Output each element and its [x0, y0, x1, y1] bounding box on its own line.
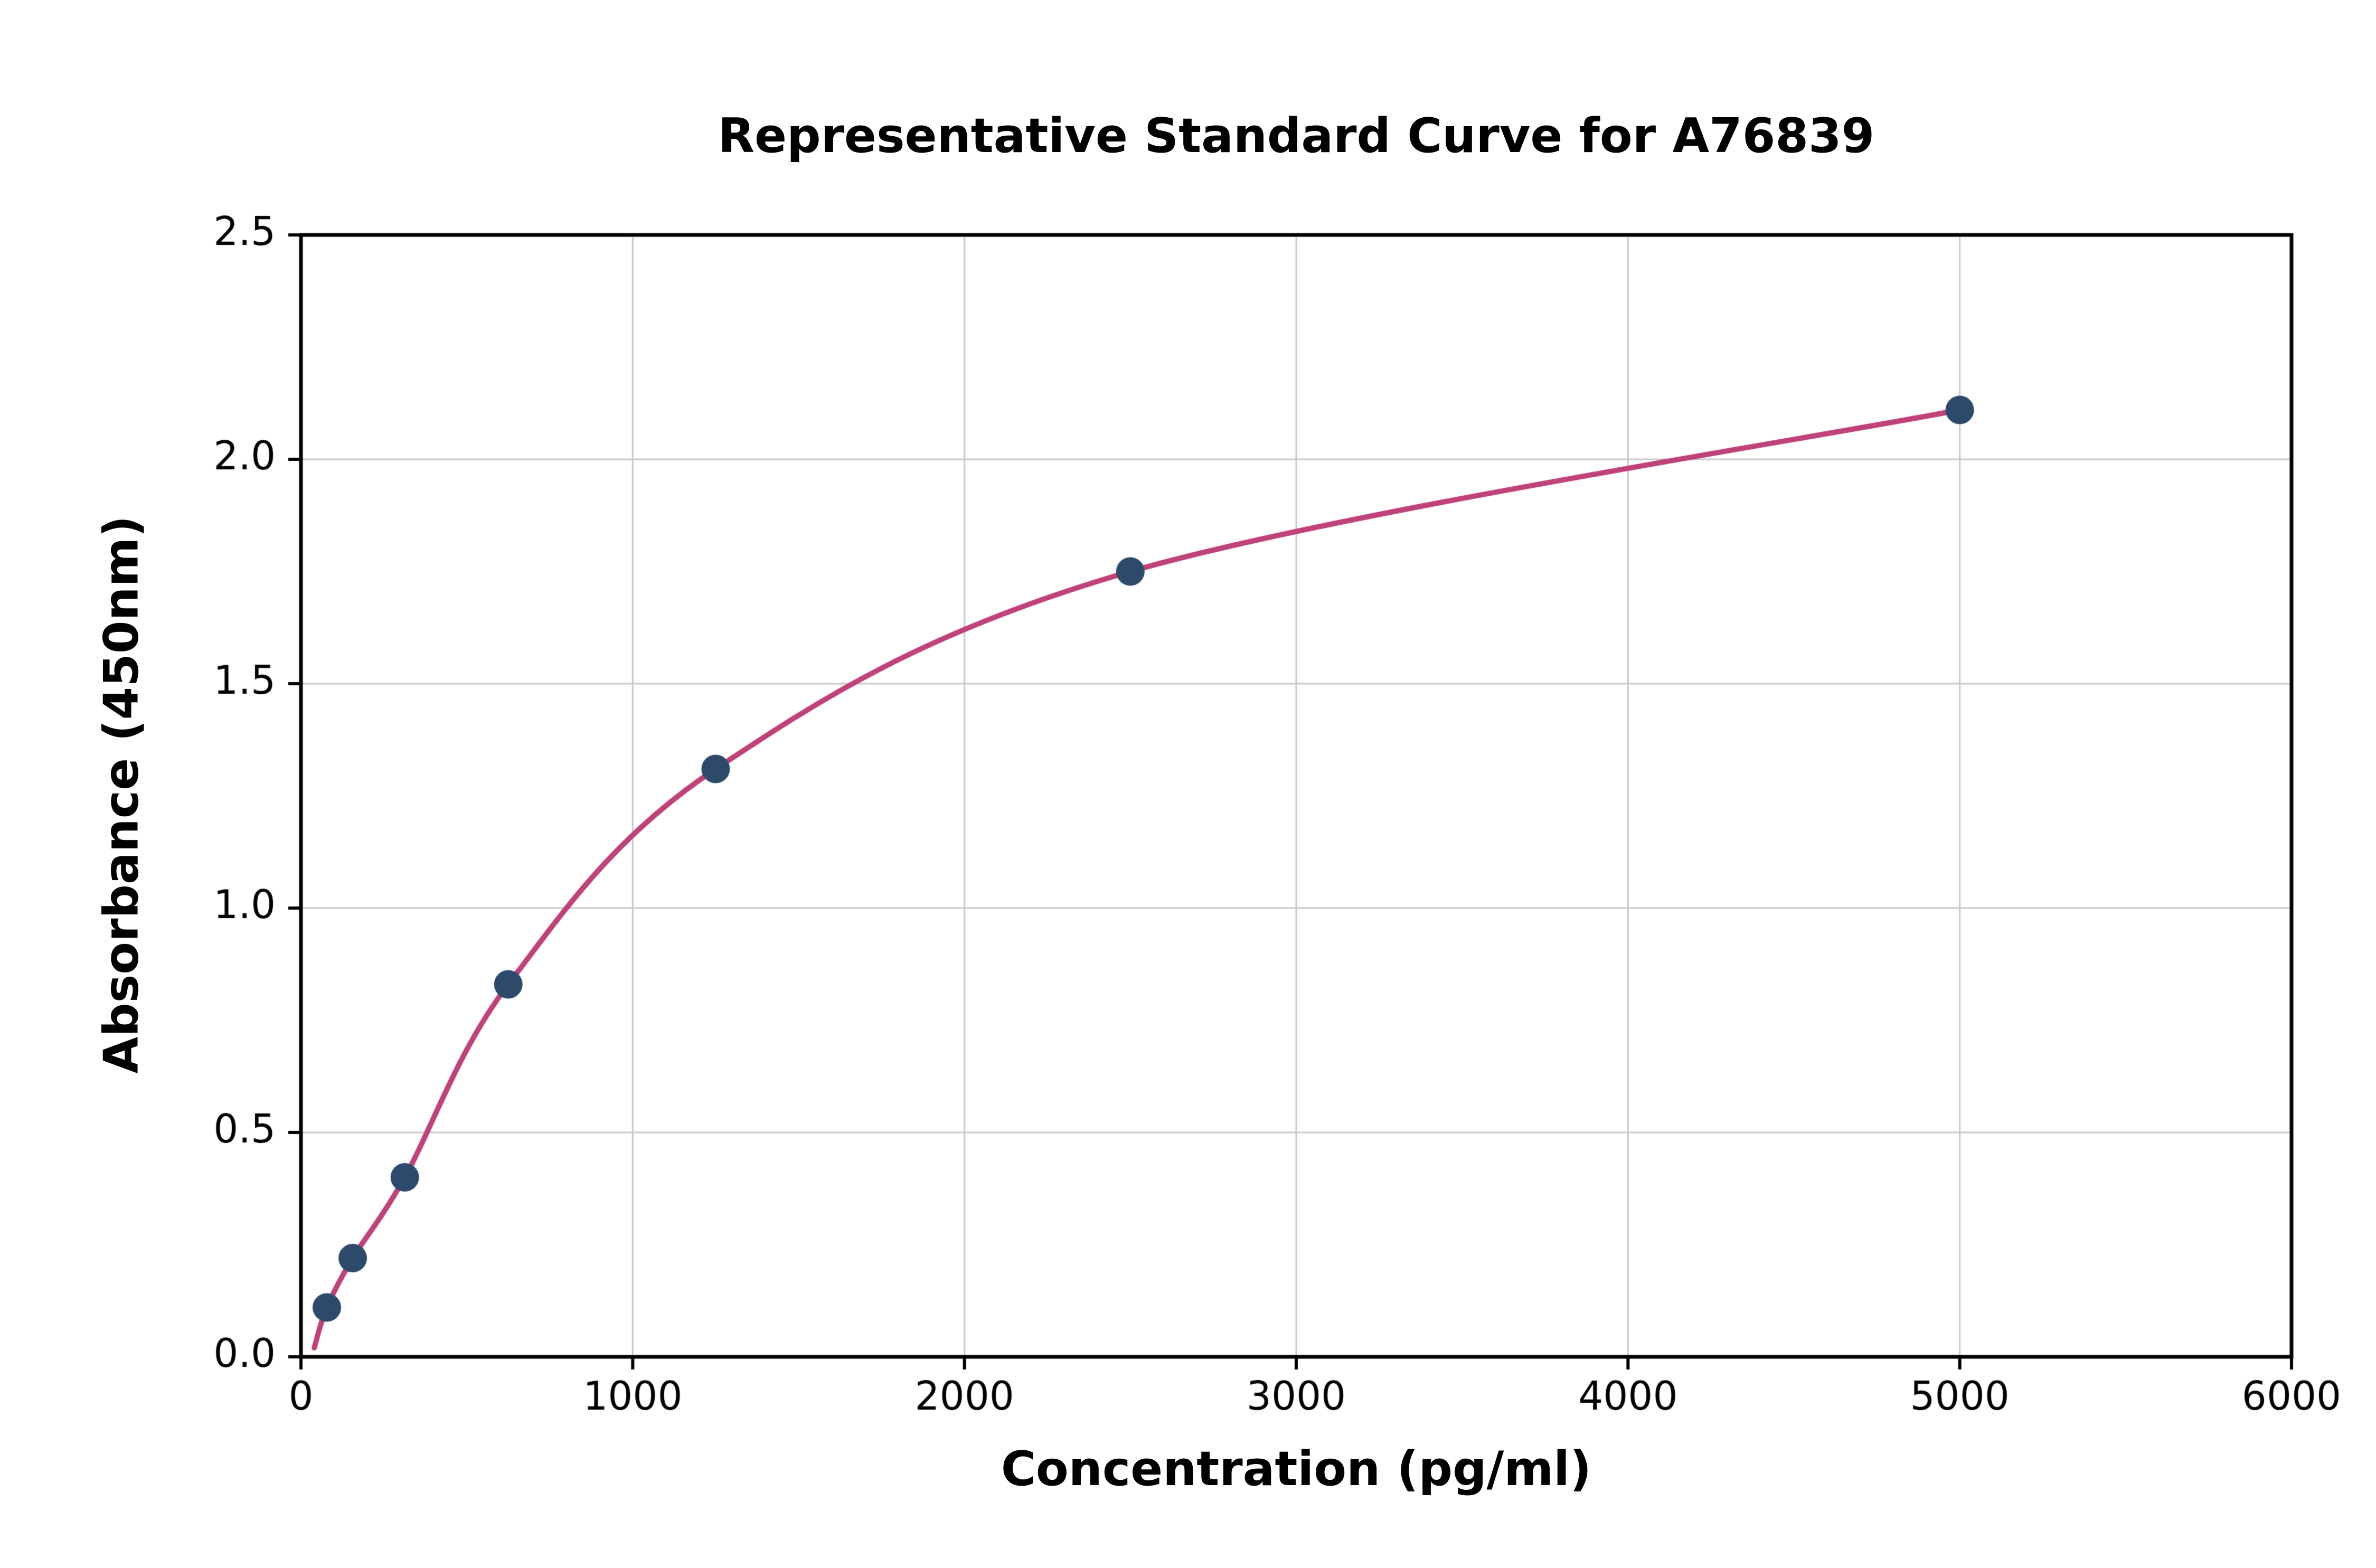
- y-axis-label: Absorbance (450nm): [93, 515, 149, 1074]
- chart-title: Representative Standard Curve for A76839: [718, 108, 1875, 164]
- x-axis-label: Concentration (pg/ml): [1001, 1441, 1592, 1497]
